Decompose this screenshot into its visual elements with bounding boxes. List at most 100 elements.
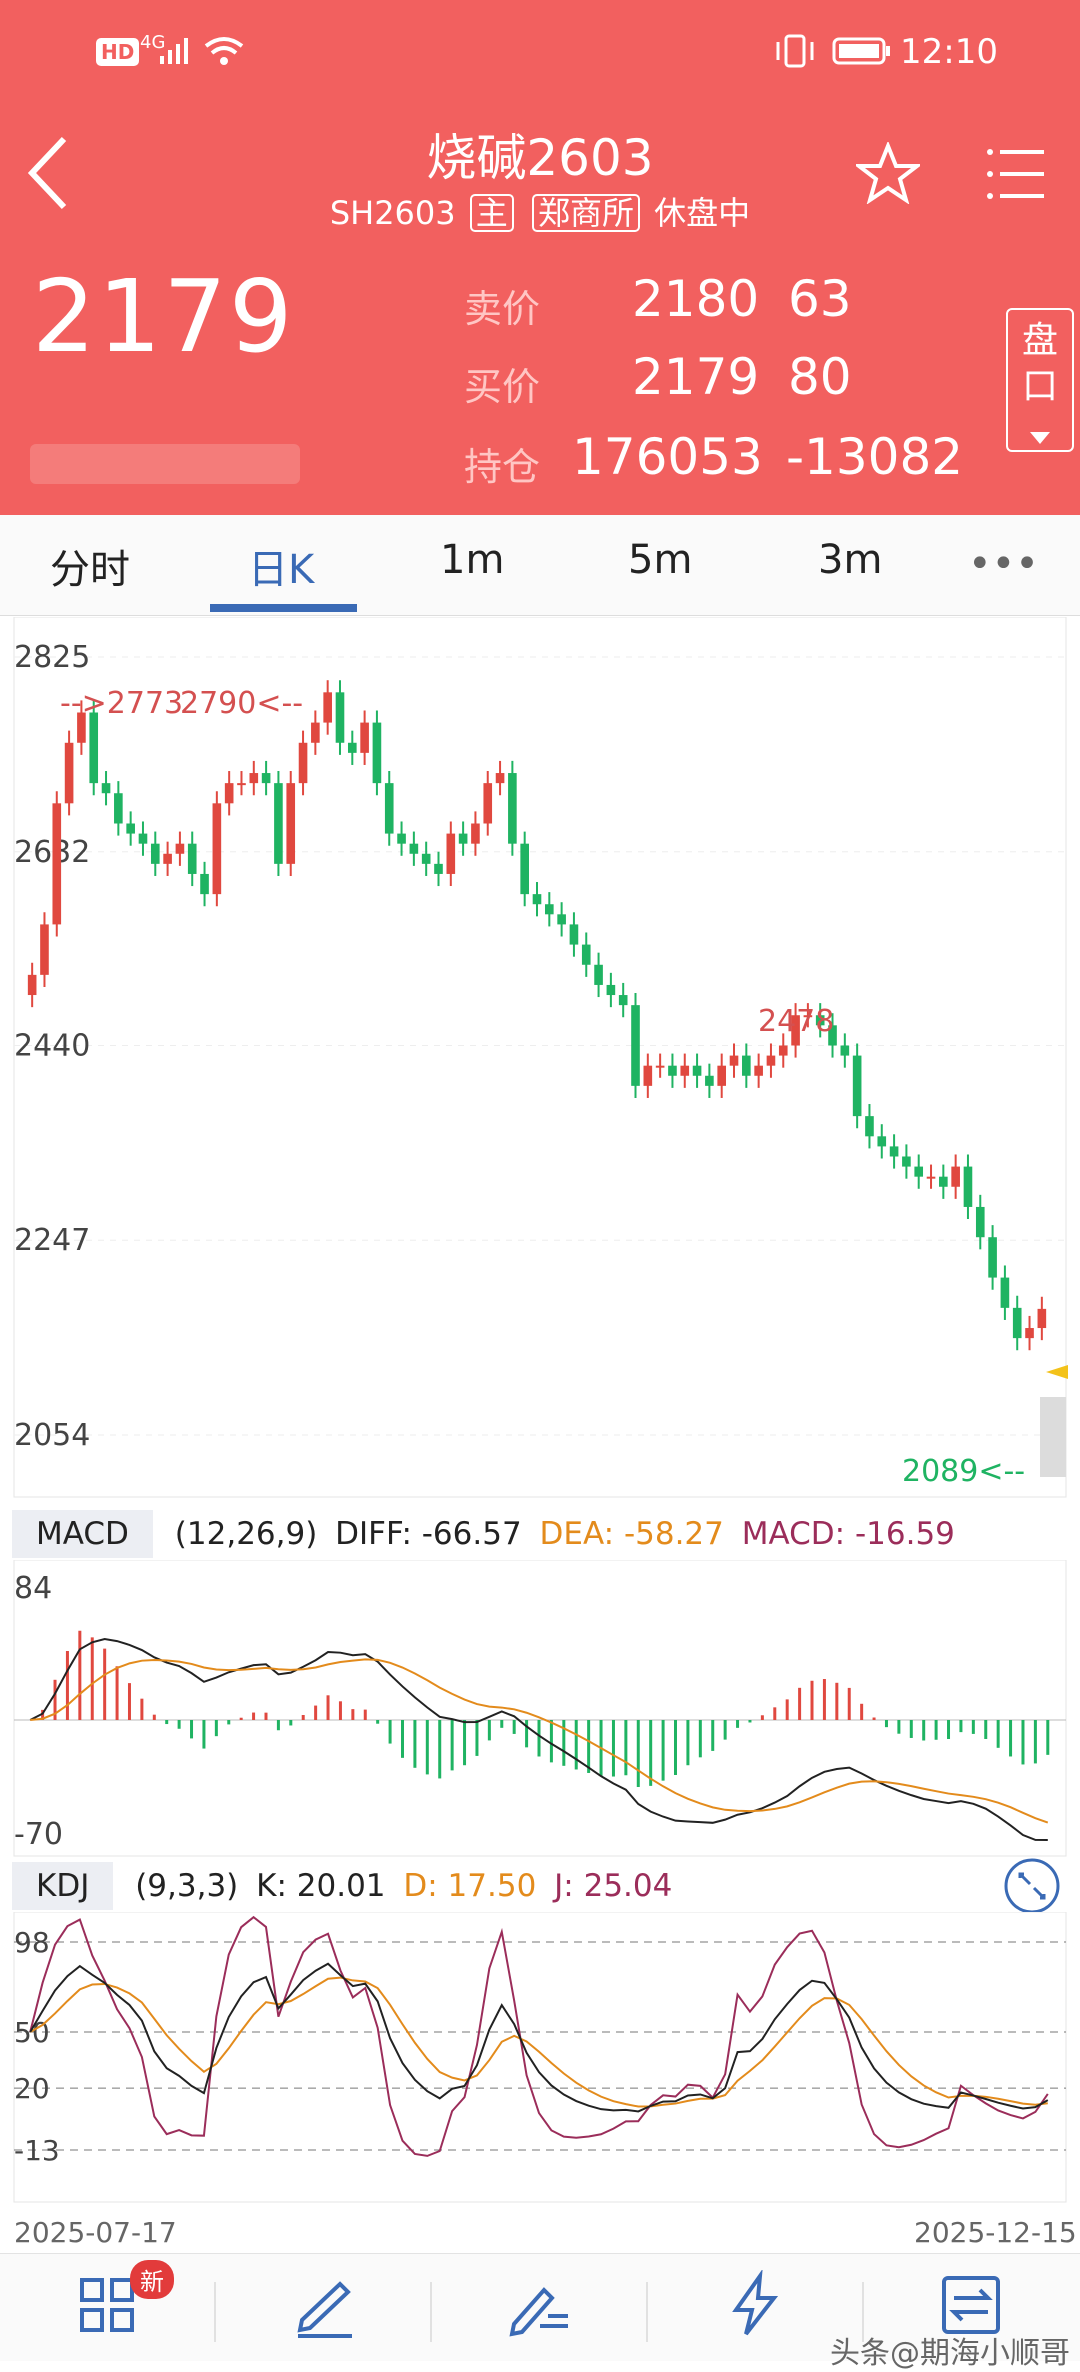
network-type: 4G — [140, 32, 166, 53]
candle — [274, 783, 283, 864]
period-tabs: 分时 日K 1m 5m 3m ••• — [0, 515, 1080, 616]
macd-params: (12,26,9) — [174, 1516, 318, 1552]
nav-divider — [430, 2282, 432, 2342]
wifi-icon — [204, 37, 244, 65]
blurred-change — [30, 444, 300, 484]
candle — [187, 843, 197, 874]
vibrate-icon — [776, 34, 814, 68]
kdj-d: D: 17.50 — [403, 1868, 537, 1904]
ask-price: 2180 — [632, 270, 760, 328]
candle — [692, 1065, 702, 1076]
candle — [963, 1166, 973, 1207]
macd-chart: 84 -70 — [13, 1560, 1067, 1857]
candle — [483, 783, 493, 824]
active-tab-indicator — [210, 604, 357, 612]
candle — [532, 894, 542, 905]
open-interest-label: 持仓 — [464, 445, 541, 489]
nav-divider — [214, 2282, 216, 2342]
lightning-icon[interactable] — [720, 2270, 790, 2340]
bottom-nav: 新 — [0, 2253, 1080, 2361]
tab-3m[interactable]: 3m — [818, 537, 883, 583]
candle — [865, 1116, 874, 1137]
candle — [1037, 1308, 1047, 1329]
candle — [224, 783, 234, 804]
candle — [114, 793, 123, 824]
candle — [939, 1176, 948, 1187]
candle — [360, 722, 369, 753]
page-title: 烧碱2603 — [426, 129, 654, 187]
ask-volume: 63 — [788, 270, 852, 328]
kdj-j: J: 25.04 — [554, 1868, 673, 1904]
j-line — [29, 1915, 1049, 2157]
candle — [914, 1166, 924, 1177]
candle — [138, 833, 148, 844]
candle — [347, 742, 357, 753]
bid-price: 2179 — [632, 348, 760, 406]
bid-label: 买价 — [464, 365, 541, 409]
candle — [889, 1146, 899, 1157]
candle — [631, 1005, 640, 1086]
last-price: 2179 — [32, 258, 295, 375]
candle — [877, 1136, 887, 1147]
kdj-k: K: 20.01 — [256, 1868, 386, 1904]
candle — [508, 773, 517, 844]
nav-divider — [646, 2282, 648, 2342]
open-interest-change: -13082 — [786, 428, 964, 486]
candle — [261, 773, 271, 784]
candle — [27, 974, 37, 996]
macd-selector[interactable]: MACD — [12, 1510, 153, 1558]
date-end: 2025-12-15 — [914, 2216, 1077, 2249]
caret-down-icon — [1030, 432, 1050, 444]
candle — [311, 722, 320, 743]
kdj-level-label: 20 — [14, 2072, 50, 2105]
candle — [249, 773, 259, 784]
tab-timeshare[interactable]: 分时 — [50, 547, 130, 593]
candle — [778, 1045, 788, 1056]
candle — [618, 995, 628, 1006]
tab-1m[interactable]: 1m — [440, 537, 505, 583]
candle — [717, 1065, 727, 1086]
swap-icon[interactable] — [936, 2270, 1006, 2340]
candle — [680, 1065, 690, 1076]
kline-frame — [13, 617, 1067, 1498]
candle — [520, 843, 529, 895]
battery-icon — [832, 37, 890, 65]
pankou-button[interactable]: 盘口 — [1006, 308, 1074, 452]
tab-daily-k[interactable]: 日K — [248, 547, 315, 593]
macd-dea: DEA: -58.27 — [539, 1516, 724, 1552]
kdj-selector[interactable]: KDJ — [12, 1862, 114, 1910]
tab-5m[interactable]: 5m — [628, 537, 693, 583]
draw-line-icon[interactable] — [290, 2270, 360, 2340]
more-tabs-icon[interactable]: ••• — [968, 541, 1039, 587]
macd-value: MACD: -16.59 — [741, 1516, 955, 1552]
expand-icon[interactable] — [1002, 1856, 1062, 1916]
pankou-label: 盘口 — [1021, 320, 1058, 407]
candle — [458, 833, 468, 844]
new-badge: 新 — [130, 2260, 174, 2299]
candle — [1025, 1328, 1034, 1339]
y-tick-label: 2440 — [14, 1028, 90, 1063]
candle — [40, 924, 49, 975]
kdj-header: KDJ (9,3,3) K: 20.01 D: 17.50 J: 25.04 — [12, 1862, 1068, 1910]
macd-header: MACD (12,26,9) DIFF: -66.57 DEA: -58.27 … — [12, 1510, 1068, 1558]
candle — [89, 712, 99, 784]
kdj-level-label: 50 — [14, 2016, 50, 2049]
clock: 12:10 — [900, 32, 998, 72]
main-tag: 主 — [469, 194, 514, 232]
candle — [852, 1055, 862, 1117]
back-icon[interactable] — [26, 135, 70, 211]
macd-y-top: 84 — [14, 1571, 52, 1606]
dea-line — [30, 1658, 1049, 1824]
edit-note-icon[interactable] — [504, 2270, 574, 2340]
menu-icon[interactable] — [986, 148, 1046, 200]
d-line — [29, 1976, 1048, 2108]
quote-header: HD 4G 12:10 烧碱2603 SH2603 主 郑商所 休盘中 — [0, 0, 1080, 515]
watermark: 头条@期海小顺哥 — [830, 2336, 1070, 2371]
star-icon[interactable] — [856, 142, 920, 204]
candle — [705, 1075, 714, 1086]
candle — [237, 783, 246, 786]
candle — [569, 924, 579, 945]
candle — [495, 773, 505, 784]
contract-info: SH2603 主 郑商所 休盘中 — [0, 188, 1080, 234]
